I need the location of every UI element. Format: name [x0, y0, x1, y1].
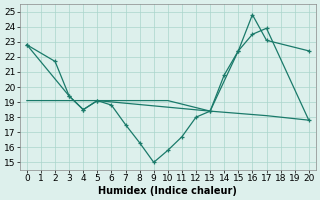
X-axis label: Humidex (Indice chaleur): Humidex (Indice chaleur): [98, 186, 237, 196]
